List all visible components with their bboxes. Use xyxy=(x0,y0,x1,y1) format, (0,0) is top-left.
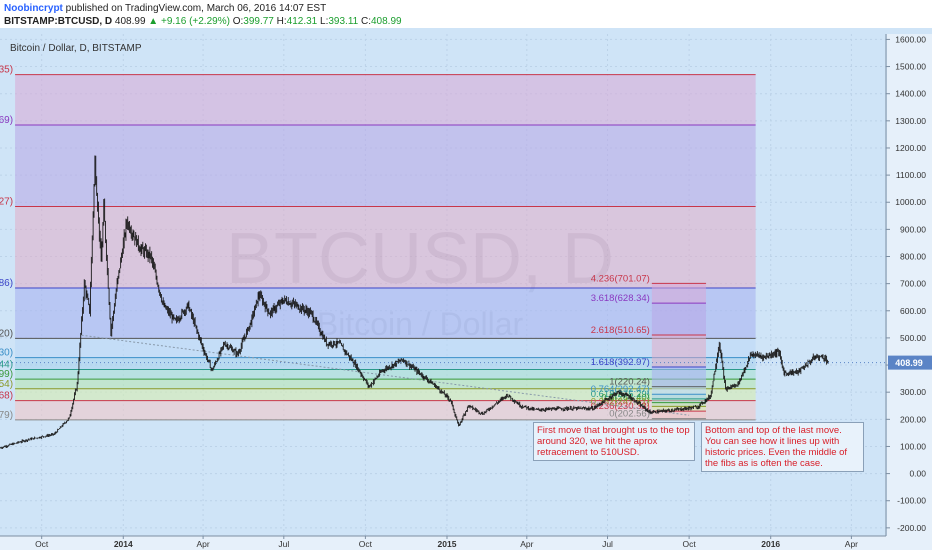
price-tick-label: 1300.00 xyxy=(895,116,926,126)
time-tick-label: 2014 xyxy=(114,539,133,549)
fib-band xyxy=(651,402,706,407)
price-tick-label: 1200.00 xyxy=(895,143,926,153)
price-tick-label: -100.00 xyxy=(897,496,926,506)
fib-level-label: 3.618(628.34) xyxy=(591,293,650,304)
price-tick-label: 500.00 xyxy=(900,333,926,343)
price-tick-label: 600.00 xyxy=(900,306,926,316)
publish-line: Noobincrypt published on TradingView.com… xyxy=(4,3,326,14)
time-tick-label: Jul xyxy=(602,539,613,549)
fib-band xyxy=(15,400,756,420)
price-tick-label: 700.00 xyxy=(900,279,926,289)
fib-level-label: 4.236(701.07) xyxy=(591,273,650,284)
time-tick-label: Oct xyxy=(682,539,696,549)
quote-line: BITSTAMP:BTCUSD, D 408.99 ▲ +9.16 (+2.29… xyxy=(4,16,402,27)
fib-level-label: 0.236(268.68) xyxy=(0,391,13,402)
time-tick-label: 2015 xyxy=(438,539,457,549)
close-label: C: xyxy=(360,16,371,27)
fib-level-label: 1(220.24) xyxy=(609,377,650,388)
fib-level-label: 0.5(347.99) xyxy=(0,369,13,380)
fib-band xyxy=(15,369,756,380)
high-label: H: xyxy=(276,16,287,27)
fib-level-label: 2.618(510.65) xyxy=(591,325,650,336)
fib-band xyxy=(15,124,756,207)
time-tick-label: Jul xyxy=(278,539,289,549)
price-axis-bg xyxy=(887,34,932,536)
fib-level-label: 0.5(261.40) xyxy=(601,393,650,404)
fib-level-label: 0.618(275.29) xyxy=(591,389,650,400)
fib-band xyxy=(651,303,706,336)
annotation-first-move[interactable]: First move that brought us to the top ar… xyxy=(533,422,695,461)
chart-title: Bitcoin / Dollar, D, BITSTAMP xyxy=(10,43,142,54)
fib-extension-small: 4.236(701.07) 3.618(628.34) 2.618(510.65) 1… xyxy=(591,273,706,420)
open-label: O: xyxy=(232,16,244,27)
fib-level-label: 3.618(1284.69) xyxy=(0,115,13,126)
high-value: 412.31 xyxy=(286,16,318,27)
fib-level-label: 0.382(312.54) xyxy=(0,379,13,390)
fib-band xyxy=(15,74,756,125)
publish-info: published on TradingView.com, March 06, … xyxy=(65,3,327,14)
fib-level-label: 0.764(427.30) xyxy=(0,348,13,359)
close-value: 408.99 xyxy=(370,16,402,27)
fib-level-label: 4.236(1470.35) xyxy=(0,65,13,76)
fib-extension-large: 4.236(1470.35) 3.618(1284.69) 2.618(984.27… xyxy=(0,65,756,421)
price-tick-label: 1500.00 xyxy=(895,62,926,72)
chart-header: Noobincrypt published on TradingView.com… xyxy=(0,0,932,28)
time-tick-label: 2016 xyxy=(761,539,780,549)
fib-band xyxy=(15,357,756,370)
fib-level-label: 1(498.20) xyxy=(0,328,13,339)
up-arrow-icon: ▲ xyxy=(148,16,159,27)
last-price-tag-label: 408.99 xyxy=(895,358,923,368)
fib-level-label: 0(202.56) xyxy=(609,409,650,420)
price-tick-label: 1400.00 xyxy=(895,89,926,99)
fib-level-label: 0.382(247.51) xyxy=(591,396,650,407)
fib-band xyxy=(15,388,756,401)
price-tick-label: -200.00 xyxy=(897,523,926,533)
fib-band xyxy=(15,379,756,389)
low-value: 393.11 xyxy=(328,16,359,27)
time-tick-label: Apr xyxy=(520,539,533,549)
fib-band xyxy=(651,398,706,403)
annotation-last-move[interactable]: Bottom and top of the last move. You can… xyxy=(701,422,864,472)
fib-level-label: 0.236(230.33) xyxy=(591,401,650,412)
time-tick-label: Apr xyxy=(845,539,858,549)
fib-band xyxy=(651,386,706,395)
low-label: L: xyxy=(320,16,329,27)
symbol-label: BITSTAMP:BTCUSD, D xyxy=(4,16,113,27)
time-tick-label: Oct xyxy=(359,539,373,549)
price-tick-label: 100.00 xyxy=(900,441,926,451)
fib-level-label: 1.618(683.86) xyxy=(0,278,13,289)
fib-level-label: 0.618(383.44) xyxy=(0,360,13,371)
fib-band xyxy=(651,394,706,399)
last-price-tag xyxy=(888,355,932,370)
fib-band xyxy=(651,411,706,419)
fib-band xyxy=(15,288,756,339)
open-value: 399.77 xyxy=(243,16,274,27)
price-tick-label: 900.00 xyxy=(900,224,926,234)
price-tick-label: 800.00 xyxy=(900,252,926,262)
price-tick-label: 200.00 xyxy=(900,414,926,424)
time-axis: Oct 2014 Apr Jul Oct 2015 Apr Jul Oct 2016 Apr xyxy=(0,535,932,550)
fib-level-label: 2.618(984.27) xyxy=(0,197,13,208)
author-link[interactable]: Noobincrypt xyxy=(4,3,63,14)
price-tick-label: 300.00 xyxy=(900,387,926,397)
price-tick-label: 1000.00 xyxy=(895,197,926,207)
price-change: +9.16 (+2.29%) xyxy=(160,16,230,27)
price-axis: 1600.00 1500.00 1400.00 1300.00 1200.00 1100.… xyxy=(0,34,932,536)
price-tick-label: 0.00 xyxy=(909,469,926,479)
fib-level-label: 0(197.79) xyxy=(0,410,13,421)
last-price: 408.99 xyxy=(114,16,146,27)
fib-band xyxy=(651,283,706,304)
fib-band xyxy=(651,335,706,367)
candle-series xyxy=(0,155,829,449)
time-tick-label: Oct xyxy=(35,539,49,549)
time-tick-label: Apr xyxy=(196,539,209,549)
price-tick-label: 1600.00 xyxy=(895,34,926,44)
fib-band xyxy=(651,366,706,387)
price-tick-label: 1100.00 xyxy=(896,170,926,180)
time-axis-bg xyxy=(0,536,932,550)
fib-level-label: 0.764(292.47) xyxy=(591,384,650,395)
